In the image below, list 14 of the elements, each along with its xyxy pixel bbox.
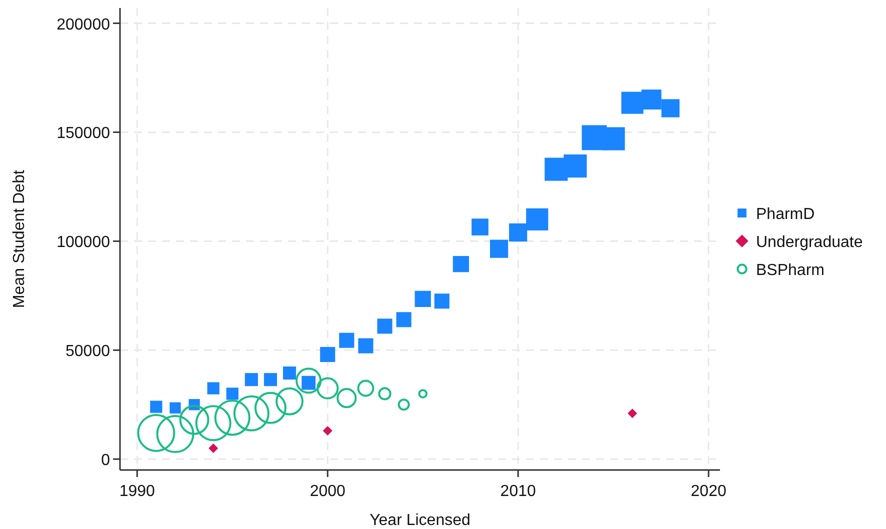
y-tick-label: 100000 [56, 234, 110, 252]
x-tick-label: 1990 [119, 483, 156, 500]
legend-label: BSPharm [756, 262, 824, 279]
y-axis-title: Mean Student Debt [11, 170, 28, 308]
x-tick-label: 2000 [310, 483, 346, 500]
y-tick-label: 200000 [56, 16, 110, 34]
y-tick-label: 50000 [66, 343, 110, 360]
x-tick-label: 2020 [690, 483, 726, 500]
x-axis-title: Year Licensed [370, 512, 470, 529]
x-tick-label: 2010 [500, 483, 536, 500]
y-tick-label: 0 [101, 452, 110, 470]
legend-label: PharmD [756, 206, 815, 223]
y-tick-label: 150000 [56, 125, 110, 142]
legend-label: Undergraduate [756, 234, 863, 251]
